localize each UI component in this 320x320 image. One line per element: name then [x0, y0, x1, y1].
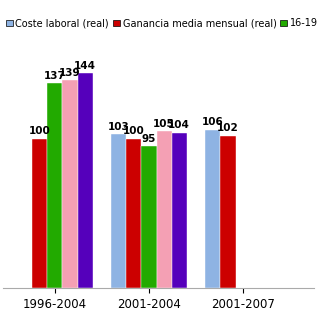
- Bar: [111, 134, 126, 288]
- Text: 103: 103: [108, 122, 130, 132]
- Text: 105: 105: [153, 119, 175, 129]
- Bar: [47, 84, 62, 288]
- Bar: [77, 73, 92, 288]
- Bar: [32, 139, 47, 288]
- Bar: [126, 139, 141, 288]
- Legend: Coste laboral (real), Ganancia media mensual (real), 16-19, 20-29, 30+: Coste laboral (real), Ganancia media men…: [2, 14, 320, 32]
- Bar: [172, 133, 187, 288]
- Text: 139: 139: [59, 68, 81, 78]
- Bar: [220, 136, 236, 288]
- Text: 95: 95: [142, 134, 156, 144]
- Bar: [156, 131, 172, 288]
- Text: 100: 100: [29, 126, 51, 136]
- Text: 102: 102: [217, 124, 239, 133]
- Text: 106: 106: [202, 117, 224, 127]
- Bar: [205, 130, 220, 288]
- Bar: [141, 146, 156, 288]
- Text: 137: 137: [44, 71, 66, 81]
- Text: 104: 104: [168, 120, 190, 131]
- Bar: [62, 80, 77, 288]
- Text: 144: 144: [74, 61, 96, 71]
- Text: 100: 100: [123, 126, 145, 136]
